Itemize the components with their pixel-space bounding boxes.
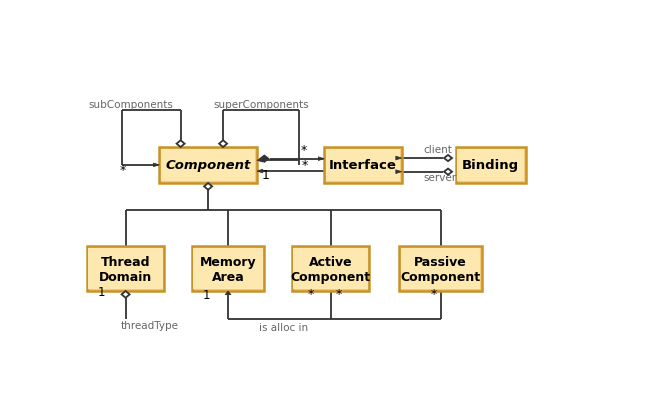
Text: Component: Component <box>165 159 251 172</box>
Polygon shape <box>444 156 452 162</box>
Text: client: client <box>424 144 453 154</box>
FancyBboxPatch shape <box>87 247 164 291</box>
FancyBboxPatch shape <box>88 248 163 290</box>
Text: *: * <box>335 288 342 300</box>
Text: Active
Component: Active Component <box>290 255 371 283</box>
Text: *: * <box>308 288 314 300</box>
FancyBboxPatch shape <box>326 149 401 182</box>
Text: threadType: threadType <box>121 320 179 330</box>
Text: Memory
Area: Memory Area <box>200 255 257 283</box>
Text: is alloc in: is alloc in <box>259 322 308 332</box>
Polygon shape <box>204 184 212 190</box>
Polygon shape <box>219 141 227 148</box>
Text: *: * <box>302 158 308 172</box>
Polygon shape <box>122 291 130 298</box>
FancyBboxPatch shape <box>293 248 368 290</box>
Text: Thread
Domain: Thread Domain <box>99 255 152 283</box>
Text: *: * <box>301 144 307 157</box>
FancyBboxPatch shape <box>457 149 524 182</box>
FancyBboxPatch shape <box>192 247 264 291</box>
Text: 1: 1 <box>262 168 270 181</box>
Polygon shape <box>396 157 402 160</box>
FancyBboxPatch shape <box>161 149 255 182</box>
Polygon shape <box>154 164 159 167</box>
FancyBboxPatch shape <box>324 148 402 183</box>
Text: superComponents: superComponents <box>213 99 309 109</box>
Polygon shape <box>257 159 263 163</box>
Polygon shape <box>319 158 324 161</box>
Text: Binding: Binding <box>462 159 519 172</box>
Text: *: * <box>431 288 437 300</box>
Text: Passive
Component: Passive Component <box>401 255 481 283</box>
Text: Interface: Interface <box>329 159 397 172</box>
Text: 1: 1 <box>203 288 211 301</box>
Text: subComponents: subComponents <box>88 99 173 109</box>
Text: 1: 1 <box>98 285 106 298</box>
FancyBboxPatch shape <box>194 248 263 290</box>
FancyBboxPatch shape <box>455 148 526 183</box>
FancyBboxPatch shape <box>399 247 482 291</box>
Text: server: server <box>424 173 457 183</box>
FancyBboxPatch shape <box>159 148 257 183</box>
Polygon shape <box>225 291 231 295</box>
Polygon shape <box>444 169 452 175</box>
Polygon shape <box>261 156 268 162</box>
FancyBboxPatch shape <box>401 248 481 290</box>
FancyBboxPatch shape <box>292 247 370 291</box>
Polygon shape <box>177 141 184 148</box>
Polygon shape <box>396 170 402 174</box>
Polygon shape <box>257 170 263 174</box>
Text: *: * <box>119 163 126 176</box>
